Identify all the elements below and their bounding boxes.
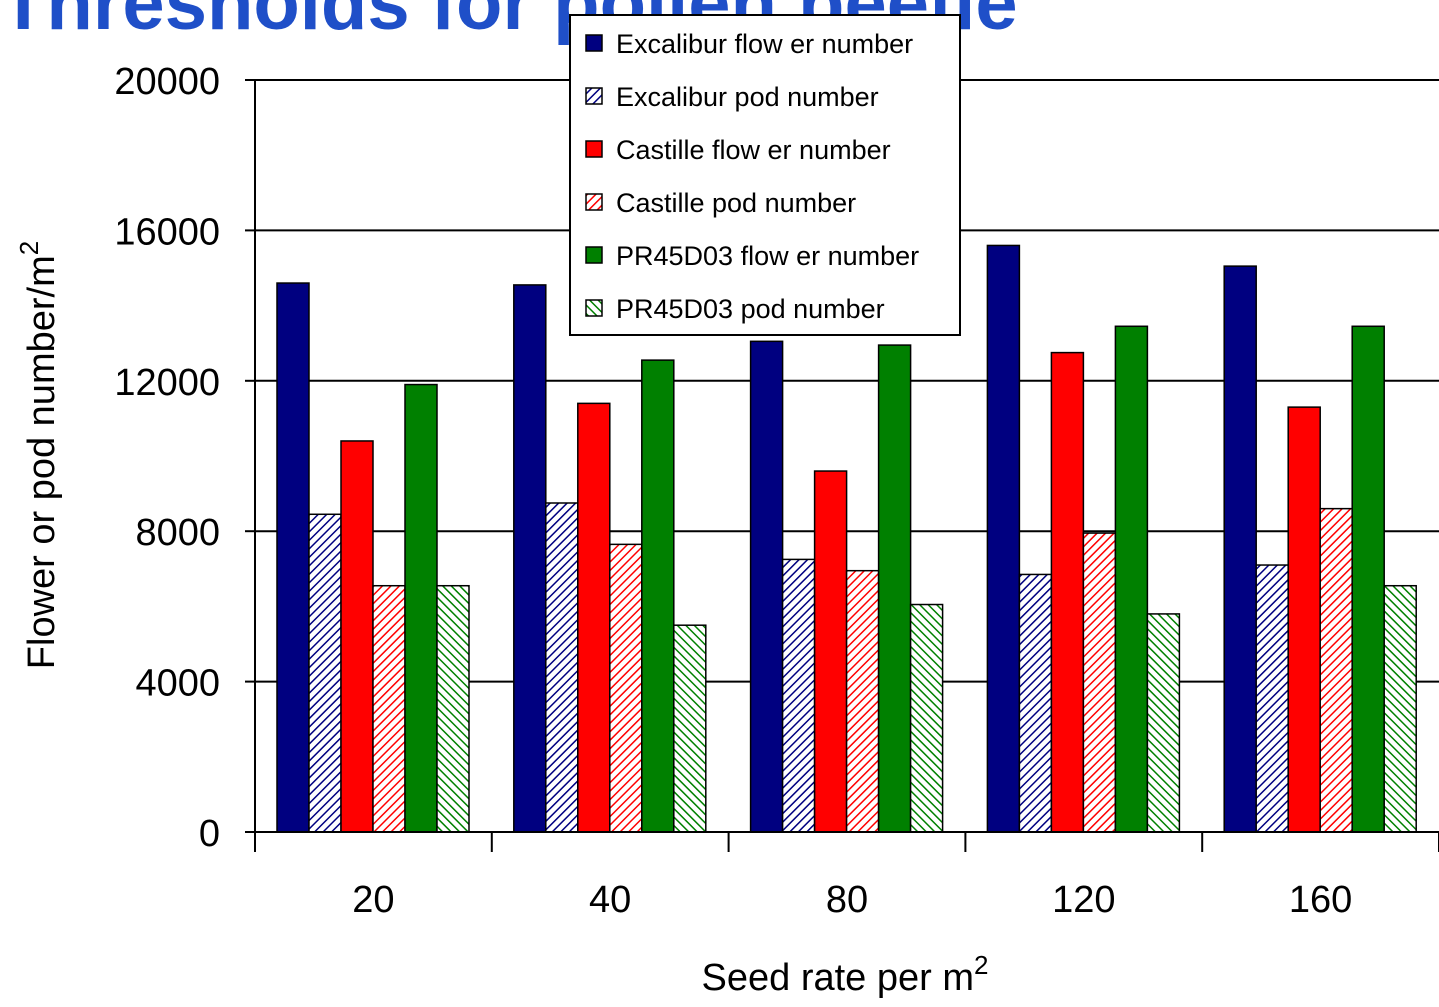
y-tick-label: 12000 (114, 362, 220, 404)
legend-swatch (585, 193, 603, 211)
x-tick-label: 120 (1052, 879, 1115, 921)
y-tick-label: 0 (199, 813, 220, 855)
y-tick-label: 4000 (135, 663, 220, 705)
bar (1146, 613, 1181, 833)
bar (1383, 584, 1417, 833)
bar (749, 340, 784, 833)
legend-label: PR45D03 pod number (616, 294, 885, 324)
bar (641, 359, 675, 833)
legend-swatch (585, 299, 603, 317)
x-tick-label: 80 (826, 879, 868, 921)
x-tick-label: 40 (589, 879, 631, 921)
bar (845, 569, 880, 833)
bar (340, 440, 374, 833)
bar (609, 543, 643, 833)
y-tick-label: 16000 (114, 211, 220, 253)
bar (781, 558, 816, 833)
bar (1018, 573, 1053, 833)
bar (1114, 325, 1149, 833)
legend: Excalibur flow er number Excalibur pod nu… (569, 14, 961, 336)
bar (513, 284, 547, 833)
legend-label: Castille flow er number (616, 135, 891, 165)
bar (673, 624, 707, 833)
bar (1082, 532, 1117, 833)
legend-swatch (585, 140, 603, 158)
x-tick-label: 160 (1289, 879, 1352, 921)
bar (877, 344, 912, 833)
x-axis-title: Seed rate per m2 (702, 950, 989, 999)
y-axis-title: Flower or pod number/m2 (14, 241, 63, 669)
bar (404, 383, 438, 833)
legend-swatch (585, 246, 603, 264)
bar (372, 584, 406, 833)
y-tick-label: 20000 (114, 61, 220, 103)
legend-swatch (585, 87, 603, 105)
bar (1287, 406, 1321, 833)
axes: 0 4000 8000 12000 16000 20000 20 40 80 120 160 Seed… (14, 61, 1439, 999)
legend-label: Excalibur pod number (616, 82, 879, 112)
bar (436, 584, 470, 833)
bar (308, 513, 342, 833)
bar (909, 603, 944, 833)
legend-label: Castille pod number (616, 188, 856, 218)
x-tick-label: 20 (352, 879, 394, 921)
y-tick-label: 8000 (135, 512, 220, 554)
bar (545, 502, 579, 833)
legend-label: PR45D03 flow er number (616, 241, 919, 271)
legend-box (569, 14, 961, 336)
bar (1050, 351, 1085, 833)
bar (986, 244, 1021, 833)
bar (577, 402, 611, 833)
bar (1351, 325, 1385, 833)
bar (276, 282, 310, 833)
bar (813, 470, 848, 833)
bar (1255, 564, 1289, 833)
bar (1319, 507, 1353, 833)
bar (1223, 265, 1257, 833)
legend-swatch (585, 34, 603, 52)
legend-label: Excalibur flow er number (616, 29, 913, 59)
